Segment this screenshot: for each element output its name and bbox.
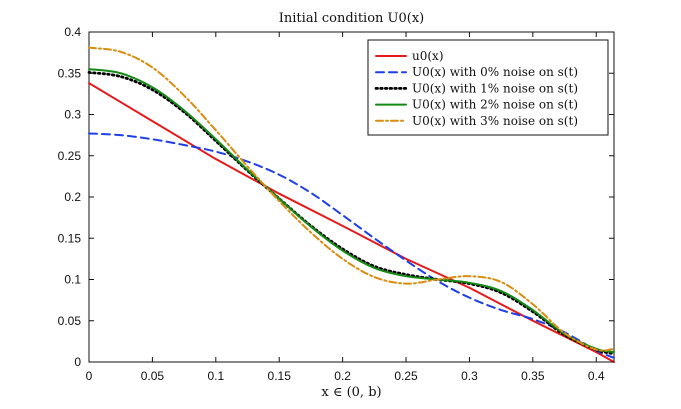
series-line-1 xyxy=(88,82,615,363)
series-layer xyxy=(87,46,616,363)
y-tick-label-8: 0.4 xyxy=(64,25,81,39)
x-tick-label-3: 0.15 xyxy=(268,369,292,383)
chart-title: Initial condition U0(x) xyxy=(279,11,424,26)
x-tick-label-0: 0 xyxy=(86,369,93,383)
series-line-4 xyxy=(88,68,615,354)
legend-label-4: U0(x) with 2% noise on s(t) xyxy=(412,98,578,112)
x-tick-label-1: 0.05 xyxy=(141,369,165,383)
x-tick-label-4: 0.2 xyxy=(334,369,351,383)
y-tick-label-1: 0.05 xyxy=(58,314,82,328)
y-tick-label-0: 0 xyxy=(74,355,81,369)
x-tick-label-2: 0.1 xyxy=(207,369,224,383)
legend-label-5: U0(x) with 3% noise on s(t) xyxy=(412,114,578,128)
series-line-3 xyxy=(87,71,616,356)
x-tick-label-7: 0.35 xyxy=(521,369,545,383)
y-tick-label-7: 0.35 xyxy=(58,66,82,80)
x-tick-label-6: 0.3 xyxy=(461,369,478,383)
x-tick-label-8: 0.4 xyxy=(588,369,605,383)
y-tick-label-5: 0.25 xyxy=(58,149,82,163)
y-tick-label-3: 0.15 xyxy=(58,231,82,245)
x-tick-label-5: 0.25 xyxy=(394,369,418,383)
axes-layer: 0 0.05 0.1 0.15 0.2 0.25 0.3 0.35 0.4 0 0.05 0.1 0.1… xyxy=(58,25,614,383)
legend-items: u0(x) U0(x) with 0% noise on s(t) U0(x) wi… xyxy=(374,49,578,128)
series-line-5 xyxy=(88,46,615,352)
y-tick-label-2: 0.1 xyxy=(64,273,81,287)
x-axis-label: x ∈ (0, b) xyxy=(321,385,381,400)
legend: u0(x) U0(x) with 0% noise on s(t) U0(x) wi… xyxy=(367,39,609,136)
legend-label-3: U0(x) with 1% noise on s(t) xyxy=(412,81,578,95)
y-tick-label-6: 0.3 xyxy=(64,108,81,122)
legend-box xyxy=(367,39,609,136)
legend-label-1: u0(x) xyxy=(412,49,444,63)
series-line-2 xyxy=(88,132,615,359)
y-tick-label-4: 0.2 xyxy=(64,190,81,204)
legend-label-2: U0(x) with 0% noise on s(t) xyxy=(412,65,578,79)
